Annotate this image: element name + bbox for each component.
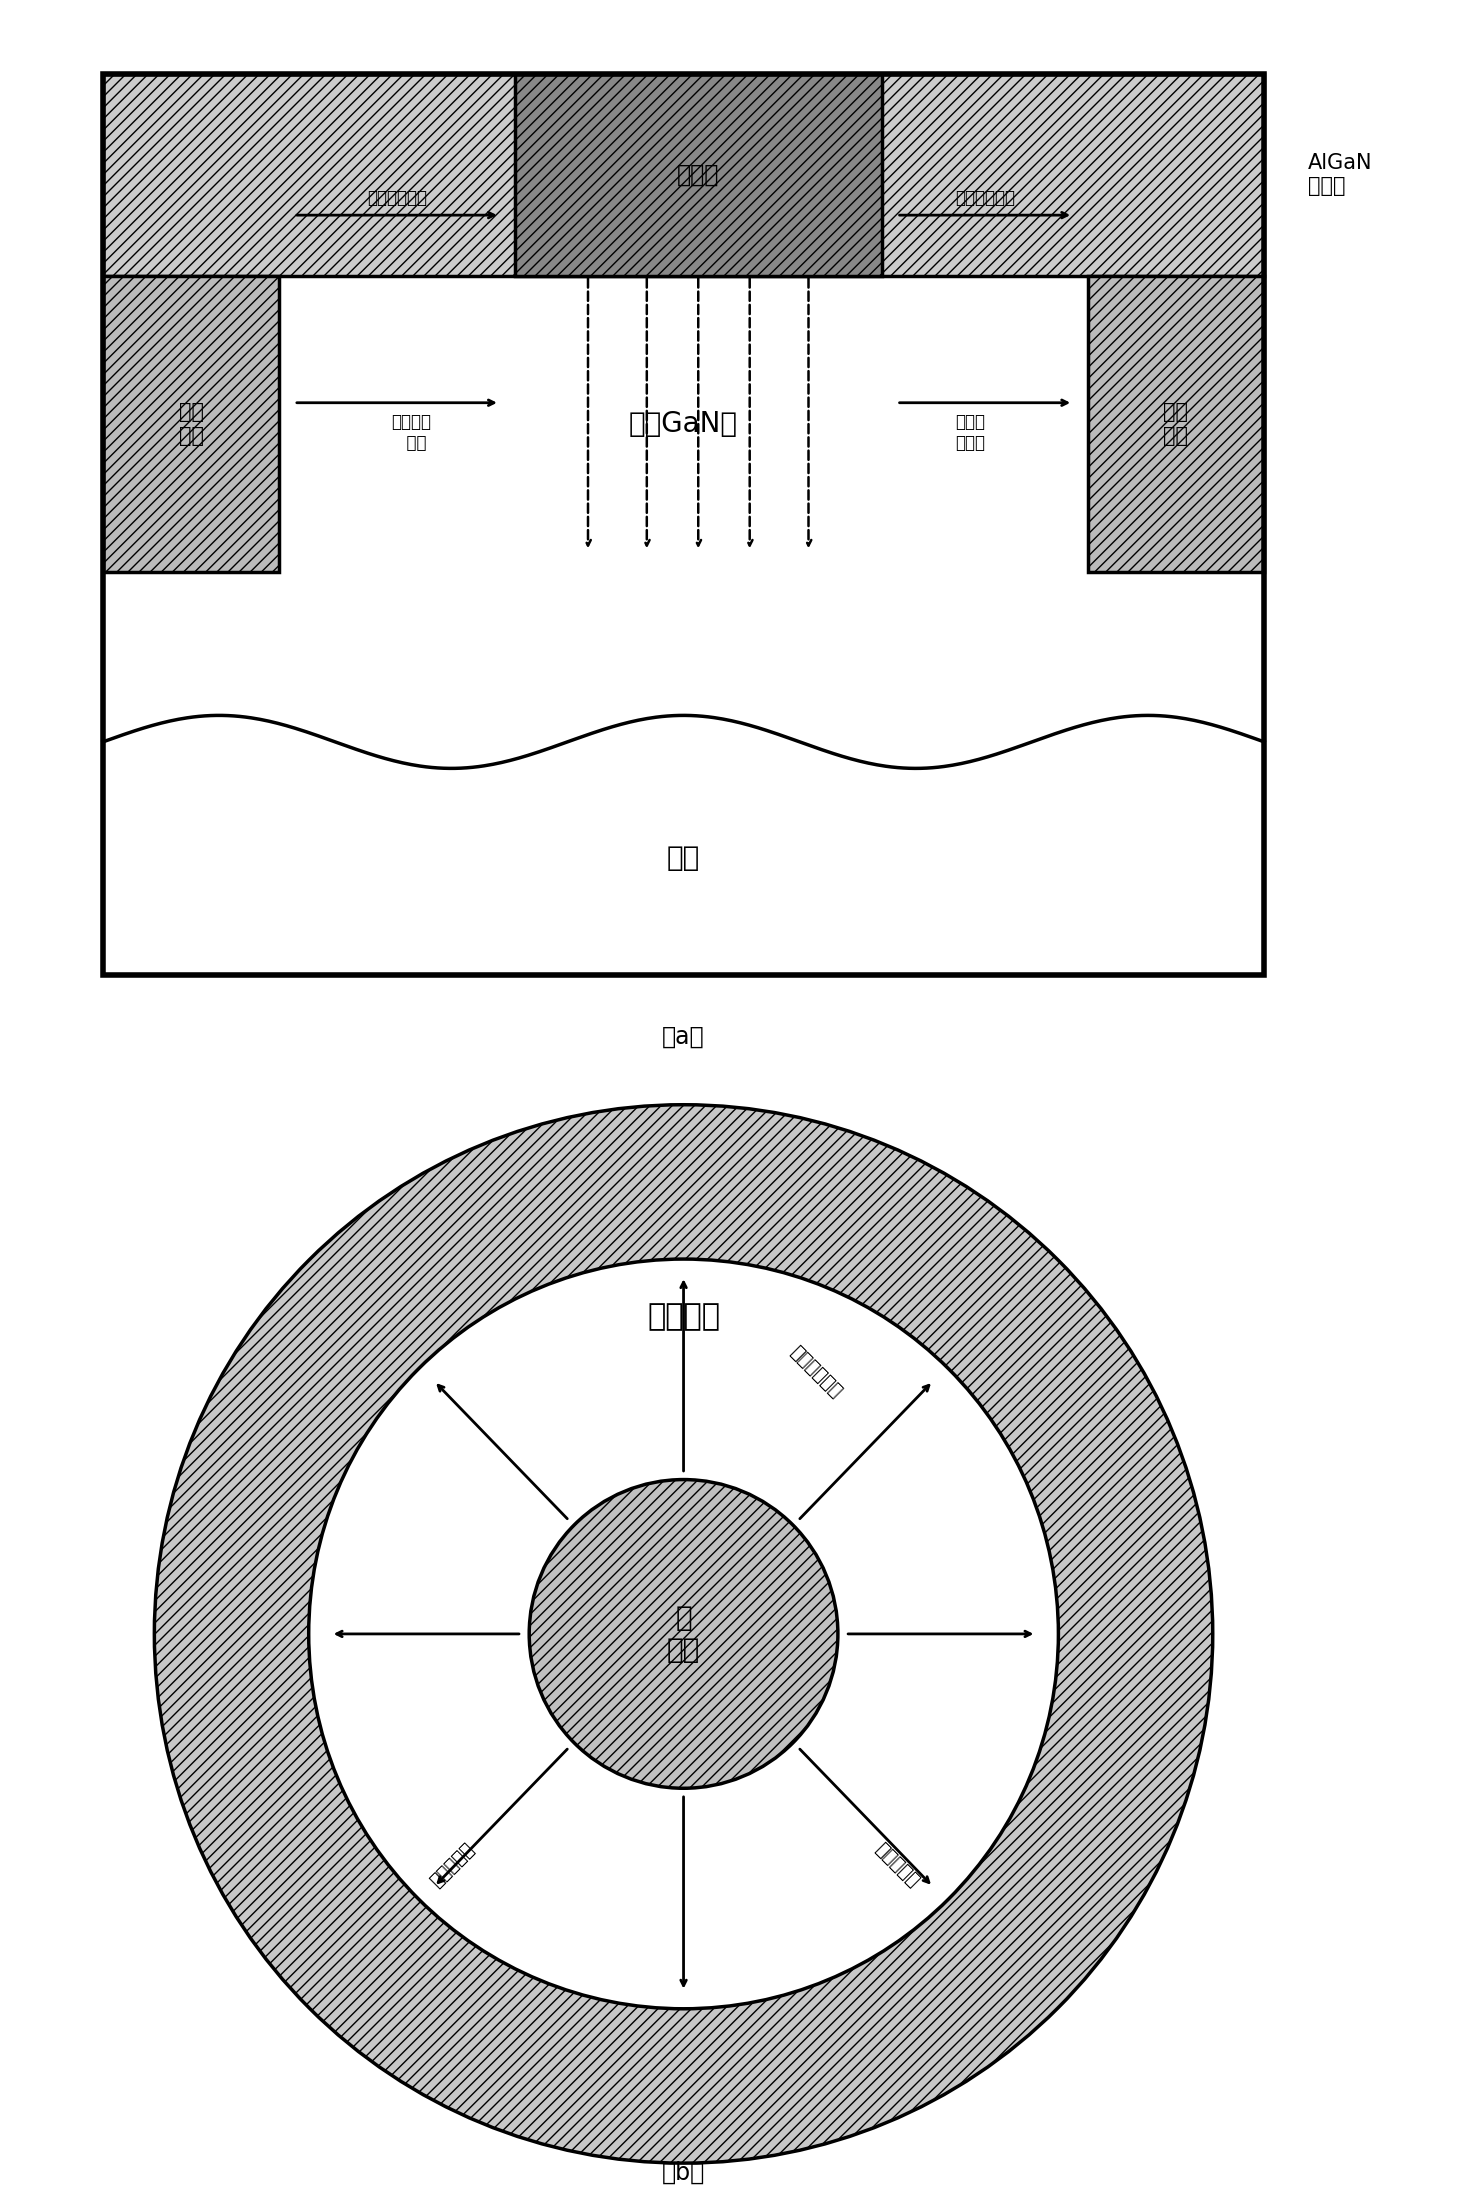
Ellipse shape	[309, 1259, 1058, 2009]
Polygon shape	[103, 276, 279, 572]
Text: 〈体泄漏
  电流: 〈体泄漏 电流	[391, 413, 432, 453]
Text: 体泄漏电流: 体泄漏电流	[426, 1839, 478, 1890]
Text: （b）: （b）	[662, 2162, 706, 2186]
Text: 表面泄漏电流: 表面泄漏电流	[786, 1342, 845, 1402]
Text: 体泄漏电流: 体泄漏电流	[870, 1839, 922, 1890]
Text: 表面泄漏电流: 表面泄漏电流	[956, 188, 1014, 208]
Text: （a）: （a）	[663, 1025, 704, 1049]
Text: 欧姆
电极: 欧姆 电极	[178, 402, 204, 446]
Text: 本征GaN层: 本征GaN层	[629, 411, 738, 437]
Text: 栅
电极: 栅 电极	[667, 1603, 700, 1665]
Polygon shape	[103, 75, 1264, 276]
Polygon shape	[1088, 276, 1264, 572]
Text: AlGaN
势垒层: AlGaN 势垒层	[1308, 152, 1373, 197]
Text: 欧姆电极: 欧姆电极	[647, 1303, 720, 1331]
Text: 表面泄漏电流: 表面泄漏电流	[368, 188, 426, 208]
Text: 欧姆
电极: 欧姆 电极	[1163, 402, 1189, 446]
Ellipse shape	[529, 1479, 838, 1788]
Polygon shape	[514, 75, 882, 276]
Text: 体泄漏
电流〉: 体泄漏 电流〉	[956, 413, 985, 453]
Text: 衬底: 衬底	[667, 843, 700, 872]
Ellipse shape	[154, 1104, 1213, 2164]
Text: 栅电极: 栅电极	[678, 163, 719, 188]
